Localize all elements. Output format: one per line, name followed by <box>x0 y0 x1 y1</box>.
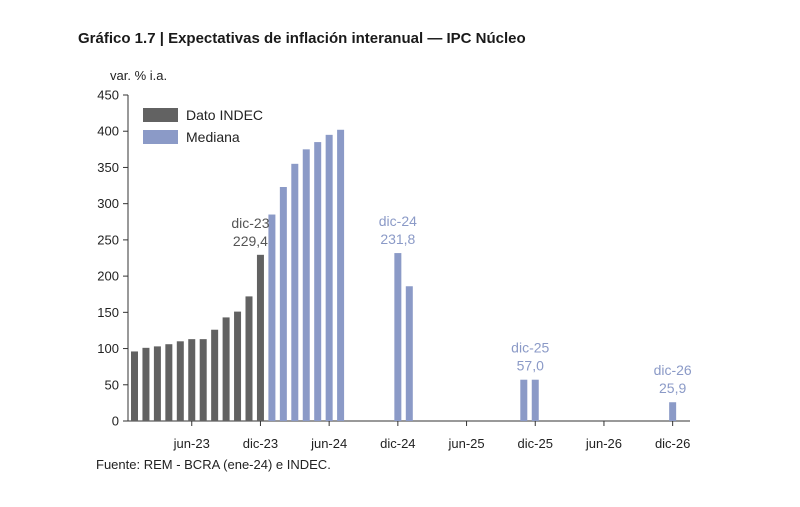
bar <box>302 149 310 422</box>
annotation-value: 231,8 <box>380 231 415 247</box>
annotation-label: dic-23 <box>231 215 269 231</box>
x-tick-label: dic-24 <box>380 436 415 451</box>
bar <box>188 339 196 421</box>
legend-label: Mediana <box>186 129 240 145</box>
bar <box>520 379 528 421</box>
bar <box>325 134 333 421</box>
y-tick-label: 100 <box>97 341 119 356</box>
annotation-value: 25,9 <box>659 380 686 396</box>
legend-swatch <box>143 130 178 144</box>
y-tick-label: 450 <box>97 88 119 103</box>
bar <box>234 311 242 421</box>
bar <box>256 254 264 421</box>
bar <box>222 317 230 421</box>
y-tick-label: 350 <box>97 160 119 175</box>
bar <box>211 329 219 421</box>
y-tick-label: 300 <box>97 196 119 211</box>
bar <box>394 253 402 421</box>
chart-title: Gráfico 1.7 | Expectativas de inflación … <box>78 30 526 47</box>
bar <box>142 347 150 421</box>
x-tick-label: jun-23 <box>173 436 210 451</box>
x-tick-label: dic-25 <box>518 436 553 451</box>
bar <box>165 344 173 421</box>
y-tick-label: 250 <box>97 232 119 247</box>
legend-swatch <box>143 108 178 122</box>
bar <box>337 129 345 422</box>
bar <box>268 214 276 421</box>
bar <box>279 187 287 421</box>
bar <box>153 346 161 421</box>
x-tick-label: jun-24 <box>310 436 347 451</box>
annotation-label: dic-24 <box>379 213 417 229</box>
x-tick-label: dic-26 <box>655 436 690 451</box>
legend-label: Dato INDEC <box>186 107 263 123</box>
bar <box>176 341 184 421</box>
bar <box>405 286 413 421</box>
bar <box>245 296 253 421</box>
x-tick-label: dic-23 <box>243 436 278 451</box>
y-tick-label: 0 <box>112 414 119 429</box>
bar <box>669 402 677 421</box>
annotation-label: dic-25 <box>511 340 549 356</box>
annotation-value: 57,0 <box>517 358 544 374</box>
annotation-value: 229,4 <box>233 233 268 249</box>
source-note: Fuente: REM - BCRA (ene-24) e INDEC. <box>96 457 331 472</box>
y-axis-title: var. % i.a. <box>110 68 167 83</box>
bar <box>314 142 322 422</box>
annotation-label: dic-26 <box>654 362 692 378</box>
y-tick-label: 50 <box>105 377 119 392</box>
x-tick-label: jun-26 <box>585 436 622 451</box>
bar <box>531 379 539 421</box>
y-tick-label: 200 <box>97 269 119 284</box>
y-tick-label: 400 <box>97 124 119 139</box>
bar <box>131 351 138 421</box>
x-tick-label: jun-25 <box>447 436 484 451</box>
bar <box>199 339 207 421</box>
bar <box>291 163 299 422</box>
y-tick-label: 150 <box>97 305 119 320</box>
